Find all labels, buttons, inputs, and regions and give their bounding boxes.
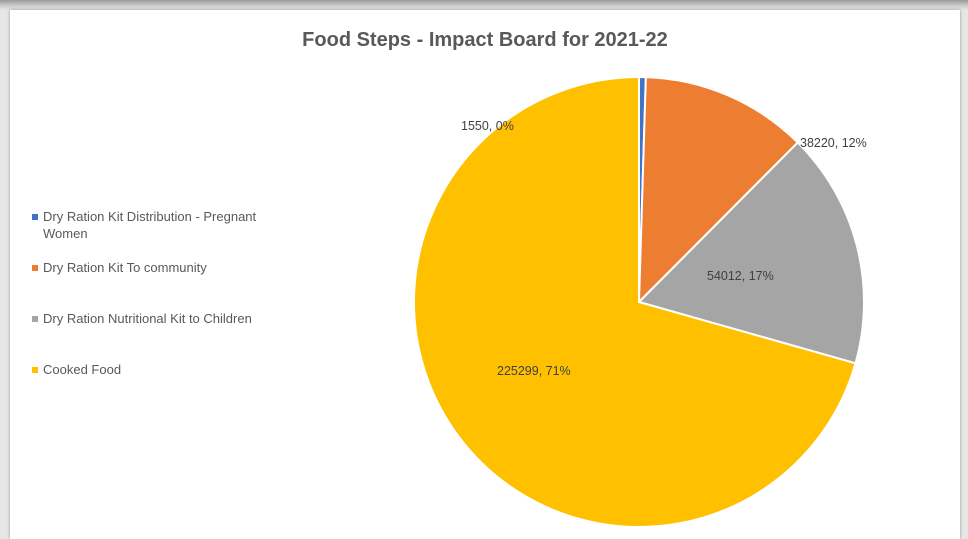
pie-chart: 1550, 0% 38220, 12% 54012, 17% 225299, 71% [413,75,867,528]
legend-item-cooked-food: Cooked Food [32,361,322,378]
pie-data-labels: 1550, 0% 38220, 12% 54012, 17% 225299, 71% [461,119,867,378]
legend-label: Dry Ration Kit Distribution - Pregnant [43,209,257,224]
legend-swatch [32,367,38,373]
slice-community [637,76,800,305]
data-label-pregnant-women: 1550, 0% [461,119,514,133]
legend-item-pregnant-women: Dry Ration Kit Distribution - Pregnant W… [32,208,322,242]
chart-title: Food Steps - Impact Board for 2021-22 [302,29,668,51]
data-label-cooked-food: 225299, 71% [497,364,571,378]
chart-panel: Food Steps - Impact Board for 2021-22 Dr… [10,10,960,539]
legend-label-continued: Women [43,226,88,241]
slice-children [637,141,865,365]
legend-label: Dry Ration Nutritional Kit to Children [43,311,252,326]
data-label-community: 38220, 12% [800,136,867,150]
legend-label: Cooked Food [43,362,122,377]
legend-label: Dry Ration Kit To community [43,260,207,275]
slice-cooked-food [413,75,857,528]
legend-swatch [32,214,38,220]
legend-swatch [32,265,38,271]
legend-item-children: Dry Ration Nutritional Kit to Children [32,310,322,327]
legend-item-community: Dry Ration Kit To community [32,259,322,276]
pie-slices [413,75,865,528]
data-label-children: 54012, 17% [707,269,774,283]
legend-swatch [32,316,38,322]
